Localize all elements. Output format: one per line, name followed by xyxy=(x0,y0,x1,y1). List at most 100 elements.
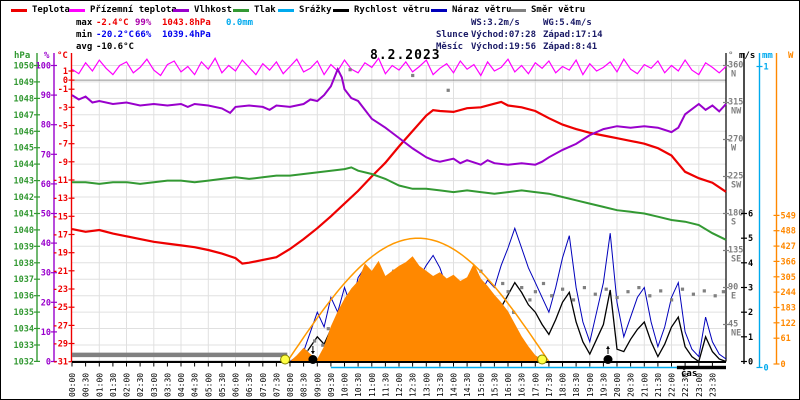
wind-gust-max: WG:5.4m/s xyxy=(543,18,592,28)
legend-label: Náraz větru xyxy=(452,5,512,15)
time-label: 03:00 xyxy=(150,373,159,397)
legend-label: Teplota xyxy=(32,5,70,15)
time-label: 10:30 xyxy=(354,373,363,397)
axis-tick-label: 61 xyxy=(781,334,791,344)
axis-header-celsius: °C xyxy=(57,51,68,61)
axis-tick-label: 2 xyxy=(748,308,753,318)
series-sm-r-v-tru-point xyxy=(637,286,641,290)
axis-tick-label: 60 xyxy=(41,180,51,190)
sunrise-marker xyxy=(280,354,291,365)
stats-max-humidity: 99% xyxy=(135,18,152,28)
axis-tick-label: 50 xyxy=(41,210,51,220)
series-sm-r-v-tru-point xyxy=(321,343,325,347)
sunrise-time: Východ:07:28 xyxy=(471,30,537,40)
time-label: 12:30 xyxy=(409,373,418,397)
series-sm-r-v-tru-point xyxy=(326,327,330,331)
legend-label: Vlhkost xyxy=(194,5,232,15)
axis-tick-label: 1045 xyxy=(14,144,34,154)
time-label: 17:00 xyxy=(531,373,540,397)
axis-tick-label: 488 xyxy=(781,227,796,237)
axis-tick-label: 1046 xyxy=(14,127,34,137)
axis-tick-label: 100 xyxy=(36,62,51,72)
time-label: 08:00 xyxy=(286,373,295,397)
dir-axis-value: 225 xyxy=(728,172,743,182)
axis-tick-label: -5 xyxy=(58,122,68,132)
axis-tick-label: -17 xyxy=(53,231,68,241)
axis-tick-label: -19 xyxy=(53,249,68,259)
time-label: 13:30 xyxy=(436,373,445,397)
time-label: 04:30 xyxy=(191,373,200,397)
legend-label: Srážky xyxy=(299,5,332,15)
axis-tick-label: -13 xyxy=(53,194,68,204)
time-label: 14:00 xyxy=(450,373,459,397)
legend-item-5: Srážky xyxy=(278,5,332,16)
axis-tick-label: 0 xyxy=(46,358,51,368)
axis-header-mm: mm xyxy=(762,51,773,61)
series-sm-r-v-tru-point xyxy=(512,310,516,314)
dir-axis-compass: E xyxy=(731,292,736,302)
stats-min-humidity: 66% xyxy=(135,30,152,40)
stats-min-temp: -20.2°C xyxy=(96,30,134,40)
axis-tick-label: 40 xyxy=(41,239,51,249)
axis-tick-label: -31 xyxy=(53,358,68,368)
series-sm-r-v-tru-point xyxy=(615,295,619,300)
legend-swatch-icon xyxy=(278,8,294,12)
axis-tick-label: 427 xyxy=(781,242,796,252)
dir-axis-value: 270 xyxy=(728,135,743,145)
time-label: 07:30 xyxy=(272,373,281,397)
time-label: 02:00 xyxy=(123,373,132,397)
dir-axis-value: 360 xyxy=(728,61,743,71)
series-sm-r-v-tru-point xyxy=(520,286,524,290)
axis-tick-label: 549 xyxy=(781,211,796,221)
time-label: 20:00 xyxy=(613,373,622,397)
axis-tick-label: -25 xyxy=(53,303,68,313)
series-sm-r-v-tru-point xyxy=(348,68,352,72)
moon-label: Měsíc xyxy=(436,42,464,52)
time-label: 18:30 xyxy=(572,373,581,397)
time-label: 17:30 xyxy=(545,373,554,397)
time-label: 10:00 xyxy=(341,373,350,397)
axis-header-percent: % xyxy=(44,51,50,61)
dir-axis-compass: SW xyxy=(731,181,742,191)
legend-swatch-icon xyxy=(431,8,447,12)
legend-swatch-icon xyxy=(333,8,349,12)
axis-header-ms: m/s xyxy=(739,51,756,61)
axis-tick-label: 1042 xyxy=(14,193,34,203)
axis-tick-label: 1038 xyxy=(14,259,34,269)
time-label: 09:00 xyxy=(313,373,322,397)
dir-axis-compass: W xyxy=(731,144,737,154)
axis-tick-label: 1 xyxy=(63,67,68,77)
axis-tick-label: 244 xyxy=(781,288,796,298)
axis-tick-label: 1035 xyxy=(14,308,34,318)
time-label: 21:30 xyxy=(654,373,663,397)
series-sm-r-v-tru-point xyxy=(713,294,717,298)
series-sm-r-v-tru-point xyxy=(411,73,415,78)
legend-item-3: Vlhkost xyxy=(173,5,232,16)
axis-tick-label: 10 xyxy=(41,328,51,338)
dir-axis-compass: NE xyxy=(731,329,741,339)
time-label: 00:00 xyxy=(68,373,77,397)
series-p-zemn-teplota xyxy=(71,57,727,77)
axis-tick-label: 1033 xyxy=(14,341,34,351)
axis-tick-label: 1034 xyxy=(14,325,34,335)
axis-tick-label: 1039 xyxy=(14,242,34,252)
series-sm-r-v-tru-point xyxy=(541,281,546,286)
series-sm-r-v-tru-point xyxy=(659,289,663,293)
axis-tick-label: 183 xyxy=(781,304,796,314)
axis-header-direction: ° xyxy=(728,51,734,61)
axis-tick-label: 1 xyxy=(748,333,753,343)
time-label: 20:30 xyxy=(627,373,636,397)
legend-swatch-icon xyxy=(69,8,85,12)
axis-tick-label: 1049 xyxy=(14,78,34,88)
time-label: 15:30 xyxy=(490,373,499,397)
axis-tick-label: -1 xyxy=(58,85,68,95)
time-label: 05:30 xyxy=(218,373,227,397)
time-label: 00:30 xyxy=(82,373,91,397)
axis-tick-label: 6 xyxy=(748,210,753,220)
moonset-marker xyxy=(308,355,318,364)
series-sm-r-v-tru-point xyxy=(626,290,630,294)
dir-axis-value: 315 xyxy=(728,98,743,108)
legend-swatch-icon xyxy=(173,8,189,12)
stats-min-label: min xyxy=(76,30,93,40)
time-label: 22:30 xyxy=(681,373,690,397)
